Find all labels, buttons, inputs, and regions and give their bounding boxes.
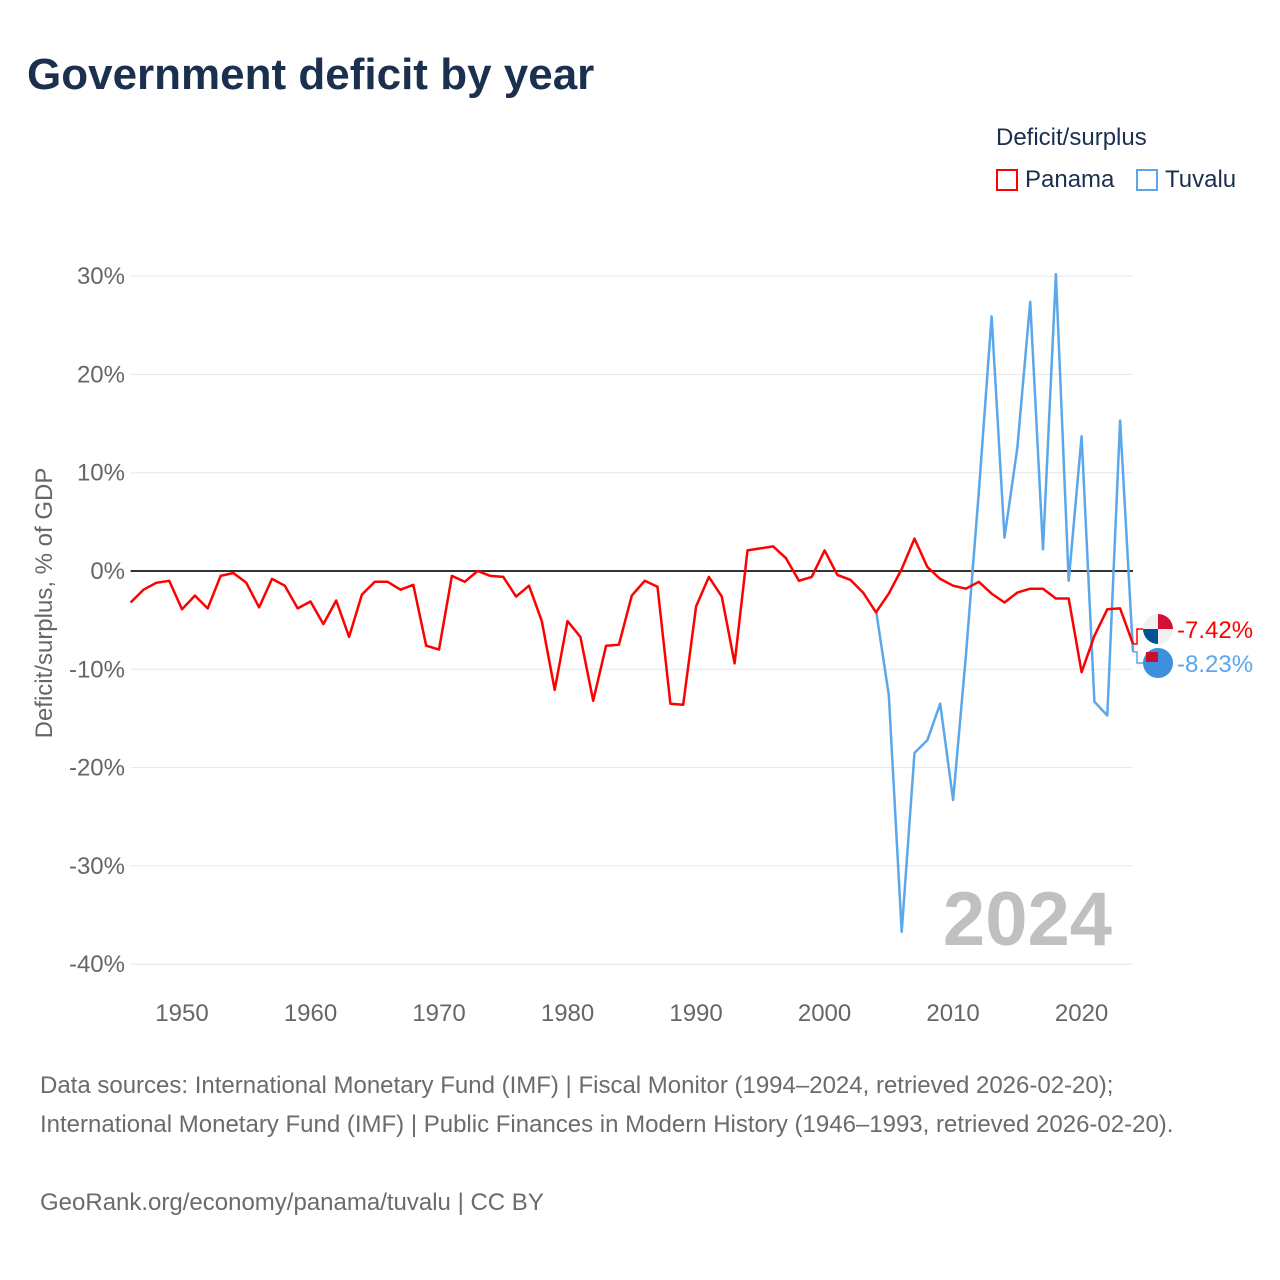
end-value-label: -7.42% (1177, 617, 1253, 644)
data-sources: Data sources: International Monetary Fun… (40, 1072, 1174, 1138)
y-tick-label: -10% (69, 656, 125, 683)
y-tick-label: -40% (69, 951, 125, 978)
chart-title: Government deficit by year (27, 50, 595, 99)
y-tick-label: 10% (77, 460, 125, 487)
series-line-panama (129, 537, 1135, 706)
legend-item-panama[interactable]: Panama (996, 166, 1114, 194)
year-watermark: 2024 (943, 877, 1112, 962)
legend-swatch-tuvalu (1136, 169, 1158, 191)
legend-title: Deficit/surplus (996, 124, 1147, 151)
panama-flag-icon (1158, 614, 1173, 629)
y-tick-label: -20% (69, 755, 125, 782)
tuvalu-flag-icon (1146, 652, 1158, 662)
x-tick-label: 1960 (284, 1000, 337, 1027)
y-tick-label: 0% (90, 558, 125, 585)
y-axis-label: Deficit/surplus, % of GDP (31, 468, 58, 739)
legend-item-tuvalu[interactable]: Tuvalu (1136, 166, 1236, 194)
legend-swatch-panama (996, 169, 1018, 191)
end-connector (1133, 628, 1145, 645)
credit-link[interactable]: GeoRank.org/economy/panama/tuvalu | CC B… (40, 1189, 544, 1216)
x-tick-label: 1980 (541, 1000, 594, 1027)
y-tick-label: -30% (69, 853, 125, 880)
legend-label: Tuvalu (1165, 166, 1237, 193)
panama-flag-icon (1143, 629, 1158, 644)
end-value-label: -8.23% (1177, 651, 1253, 678)
legend-label: Panama (1025, 166, 1115, 193)
series-line-tuvalu (874, 272, 1135, 934)
x-tick-label: 2020 (1055, 1000, 1108, 1027)
x-tick-label: 2000 (798, 1000, 851, 1027)
x-tick-label: 2010 (926, 1000, 979, 1027)
end-connector (1133, 651, 1145, 664)
x-tick-label: 1950 (155, 1000, 208, 1027)
x-tick-label: 1970 (412, 1000, 465, 1027)
y-tick-label: 20% (77, 361, 125, 388)
y-tick-label: 30% (77, 263, 125, 290)
x-tick-label: 1990 (669, 1000, 722, 1027)
